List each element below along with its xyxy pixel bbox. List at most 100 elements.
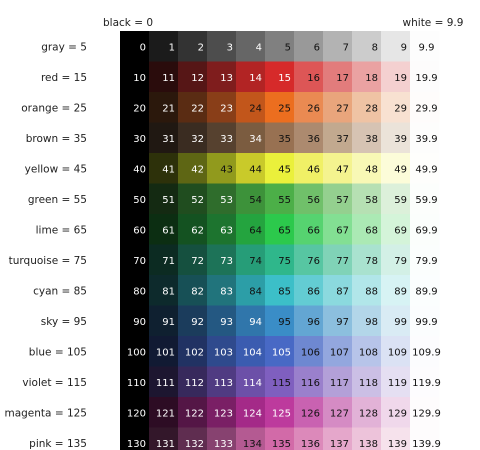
cell-value: 50: [133, 195, 146, 206]
cell-value: 49: [394, 164, 407, 175]
cell-value: 37: [336, 134, 349, 145]
cell-value: 3: [227, 42, 233, 53]
cell-value: 60: [133, 225, 146, 236]
cell-value: 116: [301, 378, 320, 389]
color-cell: [120, 153, 150, 185]
cell-value: 118: [359, 378, 378, 389]
cell-value: 67: [336, 225, 349, 236]
cell-value: 25: [278, 103, 291, 114]
color-cell: [265, 427, 295, 450]
color-cell: [120, 244, 150, 276]
cell-value: 104: [243, 347, 262, 358]
color-cell: [294, 336, 324, 368]
color-cell: [294, 305, 324, 337]
color-cell: [352, 427, 382, 450]
color-cell: [294, 275, 324, 307]
color-cell: [323, 275, 353, 307]
color-cell: [381, 275, 411, 307]
color-cell: [294, 61, 324, 93]
cell-value: 19.9: [415, 73, 437, 84]
color-cell: [323, 244, 353, 276]
row-label: gray = 5: [41, 41, 87, 53]
color-cell: [265, 336, 295, 368]
color-cell: [178, 336, 208, 368]
color-cell: [120, 92, 150, 124]
color-cell: [120, 183, 150, 215]
cell-value: 6: [314, 42, 320, 53]
color-cell: [323, 336, 353, 368]
color-cell: [410, 275, 440, 307]
color-cell: [149, 122, 179, 154]
cell-value: 128: [359, 408, 378, 419]
cell-value: 81: [162, 286, 175, 297]
color-cell: [207, 427, 237, 450]
cell-value: 21: [162, 103, 175, 114]
cell-value: 75: [278, 256, 291, 267]
row-label: turquoise = 75: [9, 255, 87, 267]
cell-value: 129: [388, 408, 407, 419]
cell-value: 55: [278, 195, 291, 206]
color-cell: [381, 397, 411, 429]
color-cell: [381, 366, 411, 398]
color-cell: [236, 214, 266, 246]
cell-value: 65: [278, 225, 291, 236]
cell-value: 59.9: [415, 195, 437, 206]
color-cell: [149, 31, 179, 63]
color-cell: [323, 427, 353, 450]
color-cell: [207, 366, 237, 398]
color-cell: [120, 427, 150, 450]
white-label: white = 9.9: [403, 17, 464, 29]
color-cell: [178, 397, 208, 429]
color-cell: [352, 336, 382, 368]
color-cell: [410, 366, 440, 398]
black-label: black = 0: [103, 17, 153, 29]
cell-value: 15: [278, 73, 291, 84]
cell-value: 4: [256, 42, 262, 53]
color-cell: [294, 214, 324, 246]
cell-value: 2: [198, 42, 204, 53]
color-cell: [294, 366, 324, 398]
cell-value: 83: [220, 286, 233, 297]
cell-value: 29: [394, 103, 407, 114]
row-label: magenta = 125: [4, 407, 87, 419]
cell-value: 114: [243, 378, 262, 389]
cell-value: 136: [301, 439, 320, 450]
cell-value: 41: [162, 164, 175, 175]
color-cell: [236, 366, 266, 398]
cell-value: 66: [307, 225, 320, 236]
cell-value: 24: [249, 103, 262, 114]
cell-value: 9: [401, 42, 407, 53]
cell-value: 106: [301, 347, 320, 358]
color-cell: [381, 153, 411, 185]
cell-value: 131: [156, 439, 175, 450]
color-cell: [410, 427, 440, 450]
cell-value: 119: [388, 378, 407, 389]
cell-value: 87: [336, 286, 349, 297]
row-label: orange = 25: [21, 102, 87, 114]
cell-value: 96: [307, 317, 320, 328]
color-cell: [149, 61, 179, 93]
color-cell: [149, 366, 179, 398]
cell-value: 109.9: [412, 347, 441, 358]
color-cell: [410, 122, 440, 154]
color-cell: [323, 153, 353, 185]
cell-value: 46: [307, 164, 320, 175]
cell-value: 22: [191, 103, 204, 114]
cell-value: 68: [365, 225, 378, 236]
color-cell: [207, 275, 237, 307]
color-cell: [410, 305, 440, 337]
cell-value: 127: [330, 408, 349, 419]
color-cell: [265, 214, 295, 246]
cell-value: 94: [249, 317, 262, 328]
cell-value: 109: [388, 347, 407, 358]
color-cell: [178, 31, 208, 63]
row-label: violet = 115: [22, 377, 87, 389]
cell-value: 112: [185, 378, 204, 389]
cell-value: 11: [162, 73, 175, 84]
cell-value: 17: [336, 73, 349, 84]
cell-value: 29.9: [415, 103, 437, 114]
color-cell: [410, 336, 440, 368]
color-cell: [265, 366, 295, 398]
cell-value: 61: [162, 225, 175, 236]
cell-value: 85: [278, 286, 291, 297]
